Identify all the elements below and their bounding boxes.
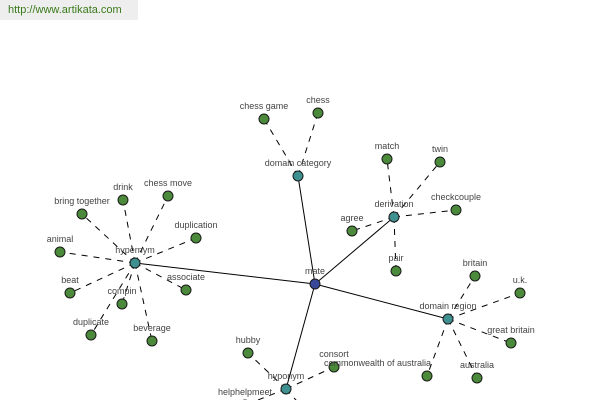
- node-hyponym[interactable]: [280, 383, 292, 395]
- edge-hypernym-leaf: [121, 262, 136, 305]
- node-match[interactable]: [381, 153, 393, 165]
- node-u-k-[interactable]: [514, 287, 526, 299]
- node-agree-label: agree: [340, 213, 363, 223]
- node-drink[interactable]: [117, 194, 129, 206]
- edge-derivation-leaf: [393, 209, 457, 218]
- node-great-britain[interactable]: [505, 337, 517, 349]
- node-chess-label: chess: [306, 95, 330, 105]
- node-domain-region[interactable]: [442, 313, 454, 325]
- node-great-britain-label: great britain: [487, 325, 535, 335]
- node-pair-label: pair: [388, 253, 403, 263]
- node-hypernym[interactable]: [129, 257, 141, 269]
- edge-mate-hyponym: [285, 283, 316, 390]
- node-duplicate[interactable]: [85, 329, 97, 341]
- node-twin[interactable]: [434, 156, 446, 168]
- node-australia[interactable]: [471, 372, 483, 384]
- edge-mate-domain-region: [314, 283, 449, 320]
- node-checkcouple[interactable]: [450, 204, 462, 216]
- node-hyponym-label: hyponym: [268, 371, 305, 381]
- edge-derivation-leaf: [386, 158, 395, 218]
- node-compin[interactable]: [116, 298, 128, 310]
- edge-hypernym-leaf: [134, 262, 153, 342]
- node-consort-label: consort: [319, 349, 349, 359]
- node-duplication-label: duplication: [174, 220, 217, 230]
- node-duplication[interactable]: [190, 232, 202, 244]
- edge-hyponym-leaf: [247, 352, 287, 390]
- node-checkcouple-label: checkcouple: [431, 192, 481, 202]
- node-chess-game[interactable]: [258, 113, 270, 125]
- node-derivation-label: derivation: [374, 199, 413, 209]
- node-associate[interactable]: [180, 284, 192, 296]
- node-beat-label: beat: [61, 275, 79, 285]
- node-beverage-label: beverage: [133, 323, 171, 333]
- edge-derivation-leaf: [351, 216, 395, 232]
- node-hypernym-label: hypernym: [115, 245, 155, 255]
- node-agree[interactable]: [346, 225, 358, 237]
- node-animal-label: animal: [47, 234, 74, 244]
- node-consort[interactable]: [328, 361, 340, 373]
- edge-hypernym-leaf: [134, 195, 169, 264]
- node-hubby[interactable]: [242, 347, 254, 359]
- node-britain-label: britain: [463, 258, 488, 268]
- edge-domain-region-leaf: [447, 292, 521, 320]
- edge-hypernym-leaf: [90, 262, 136, 336]
- node-animal[interactable]: [54, 246, 66, 258]
- node-beverage[interactable]: [146, 335, 158, 347]
- node-mate-label: mate: [305, 266, 325, 276]
- node-derivation[interactable]: [388, 211, 400, 223]
- node-chess-move[interactable]: [162, 190, 174, 202]
- node-chess-game-label: chess game: [240, 101, 289, 111]
- node-bring-together-label: bring together: [54, 196, 110, 206]
- edge-hypernym-leaf: [122, 199, 136, 264]
- node-drink-label: drink: [113, 182, 133, 192]
- node-commonwealth-of-australia-label: commonwealth of australia: [324, 358, 431, 368]
- site-header: http://www.artikata.com: [0, 0, 138, 20]
- site-url-link[interactable]: http://www.artikata.com: [8, 4, 122, 16]
- edge-domain-region-leaf: [447, 275, 476, 320]
- node-commonwealth-of-australia[interactable]: [421, 370, 433, 382]
- node-twin-label: twin: [432, 144, 448, 154]
- node-domain-region-label: domain region: [419, 301, 476, 311]
- node-compin-label: compin: [107, 286, 136, 296]
- node-chess[interactable]: [312, 107, 324, 119]
- node-domain-category[interactable]: [292, 170, 304, 182]
- edge-hypernym-leaf: [134, 262, 187, 291]
- node-pair[interactable]: [390, 265, 402, 277]
- node-associate-label: associate: [167, 272, 205, 282]
- node-duplicate-label: duplicate: [73, 317, 109, 327]
- node-u-k--label: u.k.: [513, 275, 528, 285]
- edge-mate-derivation: [314, 216, 395, 285]
- node-bring-together[interactable]: [76, 208, 88, 220]
- node-australia-label: australia: [460, 360, 494, 370]
- node-hubby-label: hubby: [236, 335, 261, 345]
- node-britain[interactable]: [469, 270, 481, 282]
- edge-hypernym-leaf: [81, 213, 136, 264]
- node-mate[interactable]: [309, 278, 321, 290]
- node-helphelpmeet-label: helphelpmeet: [218, 387, 273, 397]
- edge-hyponym-leaf: [285, 366, 335, 390]
- edge-mate-hypernym: [134, 262, 316, 285]
- edge-domain-region-leaf: [426, 318, 449, 377]
- node-match-label: match: [375, 141, 400, 151]
- node-chess-move-label: chess move: [144, 178, 192, 188]
- edge-derivation-leaf: [393, 216, 397, 272]
- node-domain-category-label: domain category: [265, 158, 332, 168]
- edge-hypernym-leaf: [59, 251, 136, 264]
- edge-mate-domain-category: [297, 175, 316, 285]
- node-beat[interactable]: [64, 287, 76, 299]
